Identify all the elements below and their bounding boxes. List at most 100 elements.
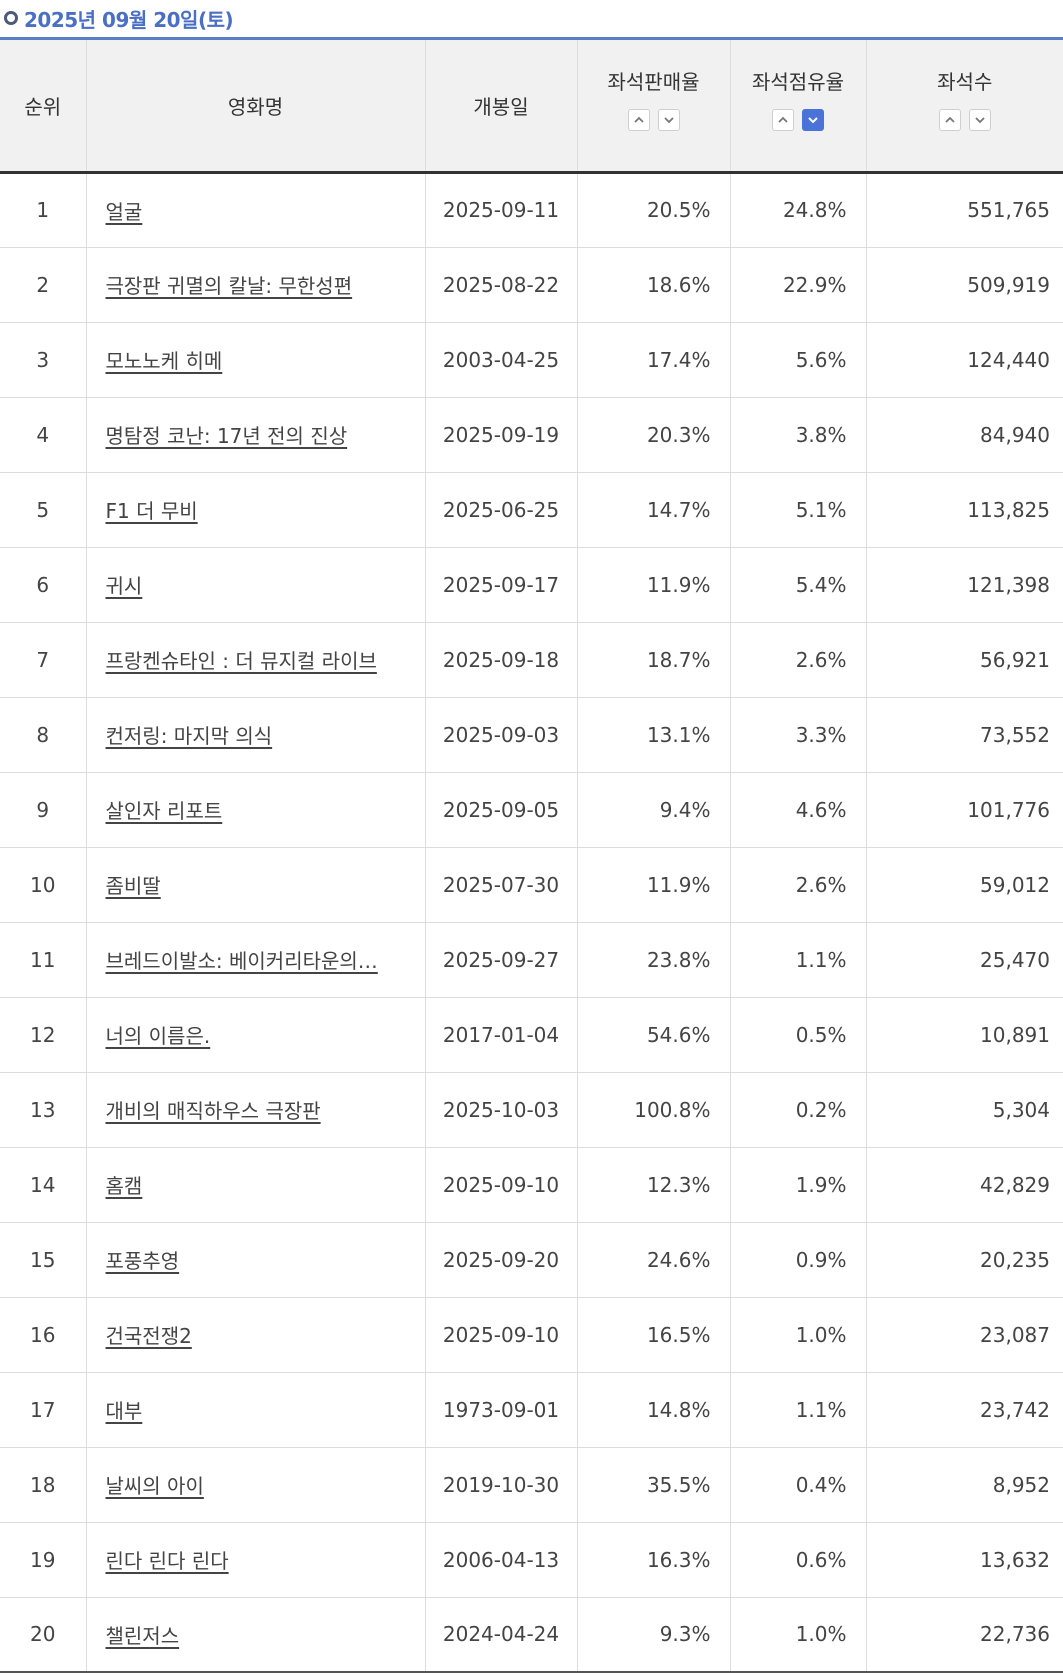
movie-title-link[interactable]: F1 더 무비 — [105, 499, 198, 523]
seat-share-rate-cell: 1.1% — [729, 922, 866, 998]
seat-share-rate-cell: 0.4% — [729, 1447, 866, 1523]
movie-title-link[interactable]: 포풍추영 — [105, 1249, 180, 1273]
table-row: 14 홈캠 2025-09-10 12.3% 1.9% 42,829 — [0, 1147, 1063, 1223]
seat-sales-rate-cell: 11.9% — [576, 547, 730, 623]
seat-sales-rate-cell: 14.8% — [576, 1372, 730, 1448]
movie-title-link[interactable]: 좀비딸 — [105, 874, 161, 898]
column-header-release-date: 개봉일 — [424, 40, 577, 174]
table-row: 15 포풍추영 2025-09-20 24.6% 0.9% 20,235 — [0, 1222, 1063, 1298]
seat-share-rate-cell: 2.6% — [729, 847, 866, 923]
sort-controls — [867, 108, 1063, 131]
seat-count-cell: 8,952 — [865, 1447, 1063, 1523]
seat-share-rate-cell: 0.6% — [729, 1522, 866, 1598]
movie-title-link[interactable]: 얼굴 — [105, 199, 143, 224]
table-row: 16 건국전쟁2 2025-09-10 16.5% 1.0% 23,087 — [0, 1297, 1063, 1373]
seat-sales-rate-cell: 12.3% — [576, 1147, 730, 1223]
table-body: 1 얼굴 2025-09-11 20.5% 24.8% 551,765 2 극장판 귀멸의 칼… — [0, 172, 1063, 1673]
rank-cell: 18 — [0, 1447, 86, 1523]
movie-title-link[interactable]: 귀시 — [105, 574, 143, 598]
movie-title-link[interactable]: 프랑켄슈타인 : 더 뮤지컬 라이브 — [105, 649, 377, 673]
sort-descending-button[interactable] — [657, 108, 680, 131]
seat-count-cell: 84,940 — [865, 397, 1063, 473]
column-header-seat-share-rate: 좌석점유율 — [729, 40, 866, 174]
rank-cell: 10 — [0, 847, 86, 923]
seat-sales-rate-cell: 9.4% — [576, 772, 730, 848]
seat-sales-rate-cell: 13.1% — [576, 697, 730, 773]
movie-title-link[interactable]: 컨저링: 마지막 의식 — [105, 724, 273, 748]
release-date-cell: 2025-07-30 — [424, 847, 577, 923]
column-header-label: 좌석점유율 — [752, 69, 844, 94]
seat-count-cell: 59,012 — [865, 847, 1063, 923]
title-cell: 컨저링: 마지막 의식 — [85, 697, 425, 773]
movie-title-link[interactable]: 개비의 매직하우스 극장판 — [105, 1099, 321, 1123]
title-cell: 브레드이발소: 베이커리타운의… — [85, 922, 425, 998]
rank-cell: 12 — [0, 997, 86, 1073]
seat-count-cell: 23,742 — [865, 1372, 1063, 1448]
rank-cell: 20 — [0, 1597, 86, 1673]
box-office-table: 순위 영화명 개봉일 좌석판매율 좌석점유율 — [0, 40, 1063, 1673]
sort-ascending-button[interactable] — [938, 108, 961, 131]
movie-title-link[interactable]: 극장판 귀멸의 칼날: 무한성편 — [105, 274, 353, 298]
movie-title-link[interactable]: 홈캠 — [105, 1174, 143, 1198]
release-date-cell: 2025-09-05 — [424, 772, 577, 848]
release-date-cell: 2019-10-30 — [424, 1447, 577, 1523]
seat-sales-rate-cell: 24.6% — [576, 1222, 730, 1298]
movie-title-link[interactable]: 명탐정 코난: 17년 전의 진상 — [105, 424, 348, 448]
release-date-cell: 2025-09-27 — [424, 922, 577, 998]
seat-sales-rate-cell: 16.3% — [576, 1522, 730, 1598]
seat-share-rate-cell: 5.6% — [729, 322, 866, 398]
table-row: 11 브레드이발소: 베이커리타운의… 2025-09-27 23.8% 1.1% 25,… — [0, 922, 1063, 998]
movie-title-link[interactable]: 건국전쟁2 — [105, 1324, 192, 1348]
title-cell: 얼굴 — [85, 172, 425, 248]
movie-title-link[interactable]: 모노노케 히메 — [105, 349, 223, 373]
rank-cell: 3 — [0, 322, 86, 398]
title-cell: 좀비딸 — [85, 847, 425, 923]
seat-share-rate-cell: 5.1% — [729, 472, 866, 548]
table-row: 12 너의 이름은. 2017-01-04 54.6% 0.5% 10,891 — [0, 997, 1063, 1073]
title-cell: 홈캠 — [85, 1147, 425, 1223]
movie-title-link[interactable]: 살인자 리포트 — [105, 799, 223, 823]
sort-ascending-button[interactable] — [627, 108, 650, 131]
seat-count-cell: 73,552 — [865, 697, 1063, 773]
table-row: 7 프랑켄슈타인 : 더 뮤지컬 라이브 2025-09-18 18.7% 2.6% 56… — [0, 622, 1063, 698]
movie-title-link[interactable]: 너의 이름은. — [105, 1024, 211, 1048]
seat-sales-rate-cell: 16.5% — [576, 1297, 730, 1373]
table-row: 10 좀비딸 2025-07-30 11.9% 2.6% 59,012 — [0, 847, 1063, 923]
sort-descending-button-active[interactable] — [802, 108, 824, 131]
seat-sales-rate-cell: 23.8% — [576, 922, 730, 998]
seat-count-cell: 121,398 — [865, 547, 1063, 623]
table-row: 8 컨저링: 마지막 의식 2025-09-03 13.1% 3.3% 73,552 — [0, 697, 1063, 773]
movie-title-link[interactable]: 린다 린다 린다 — [105, 1549, 229, 1573]
chevron-down-icon — [975, 117, 985, 124]
movie-title-link[interactable]: 날씨의 아이 — [105, 1474, 204, 1498]
movie-title-link[interactable]: 브레드이발소: 베이커리타운의… — [105, 949, 378, 973]
table-row: 17 대부 1973-09-01 14.8% 1.1% 23,742 — [0, 1372, 1063, 1448]
title-cell: 귀시 — [85, 547, 425, 623]
seat-sales-rate-cell: 17.4% — [576, 322, 730, 398]
rank-cell: 5 — [0, 472, 86, 548]
movie-title-link[interactable]: 대부 — [105, 1399, 143, 1423]
release-date-cell: 2017-01-04 — [424, 997, 577, 1073]
release-date-cell: 2003-04-25 — [424, 322, 577, 398]
seat-count-cell: 25,470 — [865, 922, 1063, 998]
chevron-down-icon — [808, 117, 818, 124]
table-row: 4 명탐정 코난: 17년 전의 진상 2025-09-19 20.3% 3.8% 84,… — [0, 397, 1063, 473]
column-header-label: 좌석수 — [937, 69, 993, 94]
release-date-cell: 2025-06-25 — [424, 472, 577, 548]
sort-descending-button[interactable] — [968, 108, 991, 131]
release-date-cell: 2025-09-19 — [424, 397, 577, 473]
seat-share-rate-cell: 1.9% — [729, 1147, 866, 1223]
table-row: 3 모노노케 히메 2003-04-25 17.4% 5.6% 124,440 — [0, 322, 1063, 398]
title-cell: 살인자 리포트 — [85, 772, 425, 848]
seat-share-rate-cell: 24.8% — [729, 172, 866, 248]
column-header-title: 영화명 — [85, 40, 425, 174]
seat-share-rate-cell: 22.9% — [729, 247, 866, 323]
seat-sales-rate-cell: 11.9% — [576, 847, 730, 923]
sort-ascending-button[interactable] — [772, 108, 794, 131]
title-cell: 챌린저스 — [85, 1597, 425, 1673]
seat-count-cell: 22,736 — [865, 1597, 1063, 1673]
movie-title-link[interactable]: 챌린저스 — [105, 1623, 180, 1648]
seat-sales-rate-cell: 35.5% — [576, 1447, 730, 1523]
seat-share-rate-cell: 5.4% — [729, 547, 866, 623]
seat-count-cell: 10,891 — [865, 997, 1063, 1073]
